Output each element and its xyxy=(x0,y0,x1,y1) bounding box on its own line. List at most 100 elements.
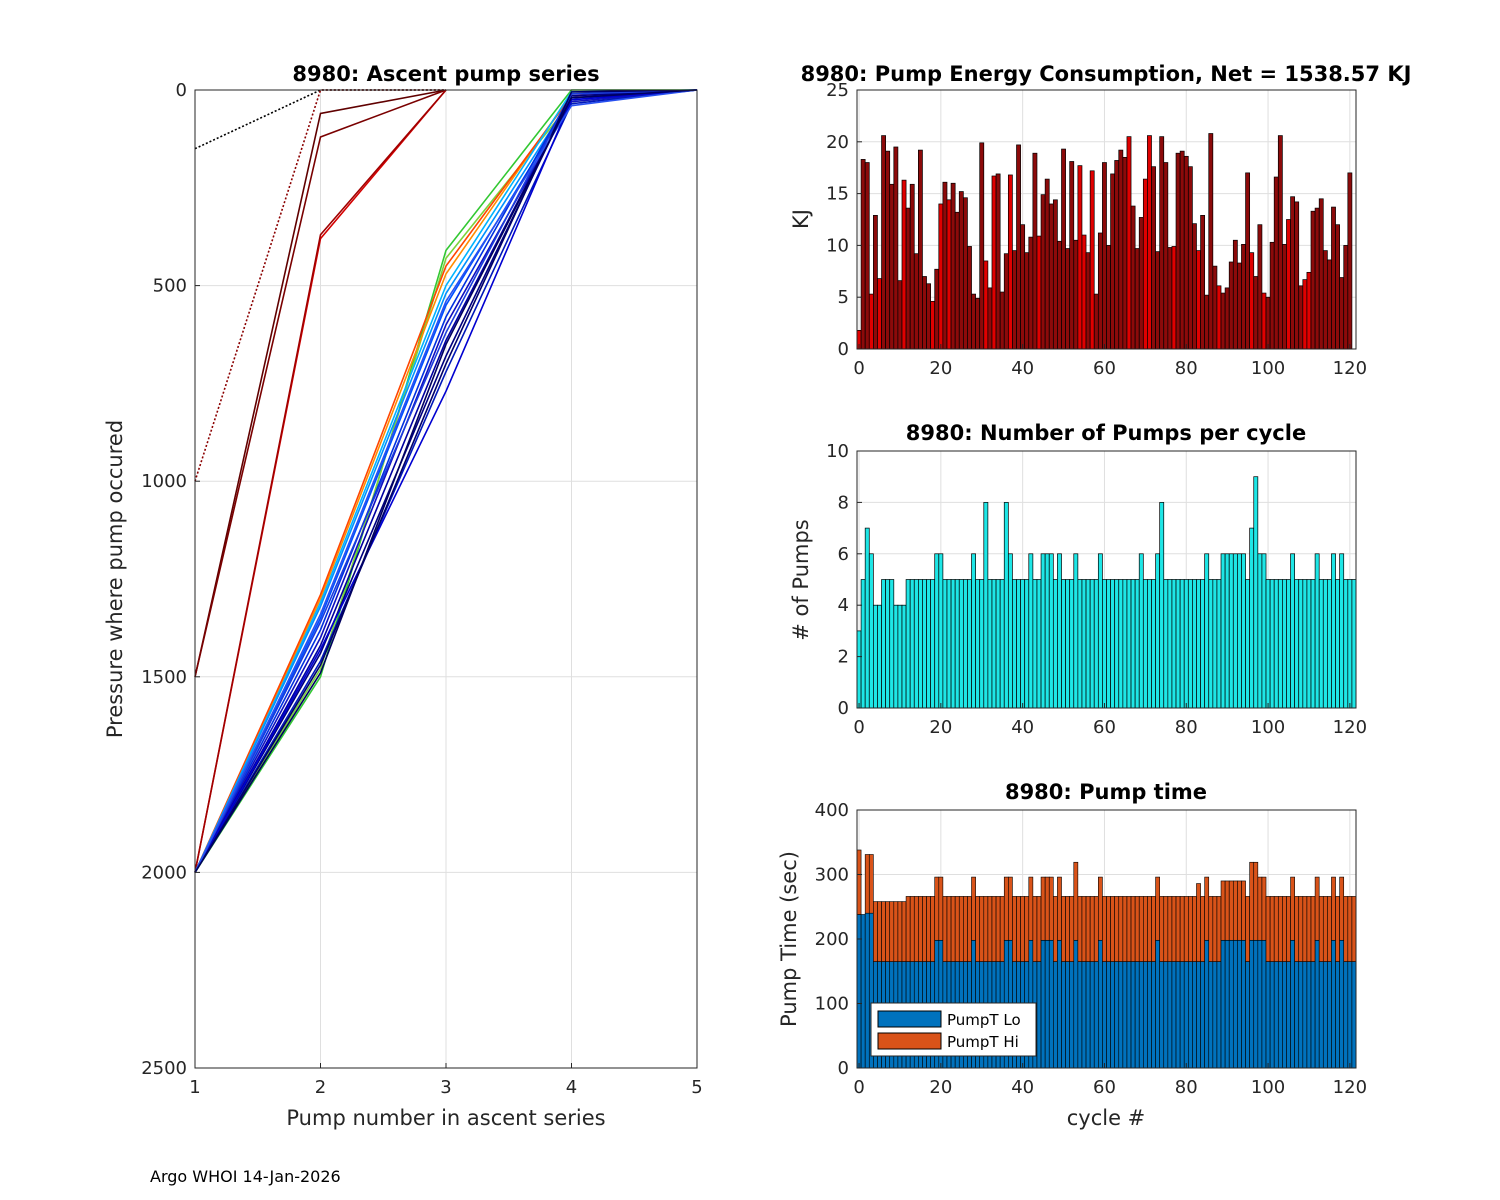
pumptime-bar-hi xyxy=(995,896,1001,962)
pumptime-bar-lo xyxy=(1351,961,1357,1069)
energy-bar xyxy=(864,162,870,350)
pumptime-bar-hi xyxy=(1306,896,1312,962)
pumps-bar xyxy=(1224,553,1230,709)
pumptime-bar-lo xyxy=(1053,961,1058,1069)
ascent-series-line xyxy=(194,89,698,873)
energy-bar xyxy=(889,183,895,350)
pumps-bar xyxy=(942,579,948,709)
pumps-bar xyxy=(1237,553,1242,709)
pumps-bar xyxy=(1179,579,1185,709)
pumps-ytick-label: 8 xyxy=(838,492,849,513)
energy-ytick-label: 20 xyxy=(826,132,849,153)
ascent-series-group xyxy=(194,89,698,873)
pumptime-bar-hi xyxy=(999,896,1005,962)
pumptime-bar-hi xyxy=(954,896,960,962)
pumptime-bar-lo xyxy=(1347,961,1353,1069)
pumps-bar xyxy=(1282,579,1287,709)
energy-bar xyxy=(930,300,936,350)
energy-axes: 0 20 40 60 80 100 120 0 5 10 15 20 25 8980: Pump Ene… xyxy=(789,62,1411,379)
pumptime-bar-hi xyxy=(926,896,931,962)
energy-bar xyxy=(962,197,968,350)
pumps-bar xyxy=(1012,579,1017,709)
pumptime-bar-lo xyxy=(1143,961,1148,1069)
pumptime-bar-hi xyxy=(1061,896,1066,962)
pumptime-bar-lo xyxy=(1220,939,1226,1069)
energy-bar xyxy=(1241,244,1246,350)
energy-bar xyxy=(991,175,997,350)
ascent-ylabel: Pressure where pump occured xyxy=(103,420,127,738)
pumptime-bar-hi xyxy=(1110,896,1115,962)
energy-bar xyxy=(1212,265,1218,350)
ascent-series-line xyxy=(194,89,698,873)
pumptime-bar-hi xyxy=(1020,896,1025,962)
energy-xtick-label: 60 xyxy=(1093,358,1116,379)
pumptime-bar-hi xyxy=(1106,896,1111,962)
energy-bar xyxy=(987,287,993,350)
pumps-bar xyxy=(1318,579,1324,709)
pumps-bar xyxy=(987,579,993,709)
pumptime-bar-lo xyxy=(1196,961,1201,1069)
pumptime-bar-hi xyxy=(1032,896,1038,962)
pumps-axes-box xyxy=(856,450,1357,709)
energy-bar xyxy=(1134,248,1140,350)
legend-label-lo: PumpT Lo xyxy=(947,1011,1021,1029)
energy-bar xyxy=(1318,198,1324,350)
pumptime-bar-hi xyxy=(1294,896,1300,962)
pumptime-bar-hi xyxy=(946,896,952,962)
pumptime-bar-hi xyxy=(1073,861,1079,941)
pumps-bar xyxy=(1290,553,1295,709)
pumps-bar xyxy=(1310,579,1316,709)
ascent-title: 8980: Ascent pump series xyxy=(292,62,599,86)
pumptime-bar-lo xyxy=(1290,939,1295,1069)
pumptime-bar-lo xyxy=(1155,939,1160,1069)
pumptime-bar-hi xyxy=(950,896,956,962)
energy-bar xyxy=(1232,239,1238,350)
pumptime-bar-hi xyxy=(1269,896,1275,962)
energy-bar xyxy=(1343,245,1349,350)
energy-bar xyxy=(1032,152,1038,350)
energy-bar xyxy=(905,207,911,350)
pumptime-bar-lo xyxy=(1306,961,1312,1069)
pumptime-bar-hi xyxy=(1093,896,1099,962)
pumptime-bar-hi xyxy=(1098,876,1103,941)
pumps-bar xyxy=(938,553,944,709)
pumps-bar xyxy=(1151,579,1156,709)
energy-ytick-label: 25 xyxy=(826,80,849,101)
pumptime-bar-lo xyxy=(1298,961,1304,1069)
pumptime-xtick-label: 40 xyxy=(1011,1077,1034,1098)
energy-bar xyxy=(1187,166,1193,350)
pumptime-bar-hi xyxy=(1183,896,1189,962)
energy-bar xyxy=(946,199,952,350)
pumptime-bar-hi xyxy=(1241,880,1246,941)
energy-bar xyxy=(1331,206,1336,350)
pumps-bar xyxy=(1294,579,1300,709)
pumps-bar xyxy=(1269,579,1275,709)
energy-bar xyxy=(1277,135,1283,350)
pumps-bar xyxy=(864,527,870,709)
pumps-bar xyxy=(901,604,907,709)
pumps-bar xyxy=(1306,579,1312,709)
pumptime-bar-hi xyxy=(1277,896,1283,962)
pumps-bar xyxy=(1036,579,1042,709)
pumps-ytick-label: 10 xyxy=(826,441,849,462)
pumptime-bar-hi xyxy=(1224,880,1230,941)
pumps-bar xyxy=(893,604,899,709)
energy-bar xyxy=(1167,247,1173,350)
energy-bar xyxy=(1028,236,1034,350)
energy-bar xyxy=(913,253,919,350)
pumps-bar xyxy=(1204,553,1210,709)
energy-bar xyxy=(958,191,964,350)
energy-axes-box xyxy=(856,89,1357,350)
pumptime-axes: 0 20 40 60 80 100 120 0 100 200 300 400 8980: Pump … xyxy=(777,780,1367,1130)
energy-bar xyxy=(950,182,956,350)
energy-bar xyxy=(909,183,915,350)
pumps-bar xyxy=(1343,579,1349,709)
energy-bar xyxy=(1142,178,1148,350)
pumptime-bar-lo xyxy=(1159,961,1165,1069)
pumptime-bar-hi xyxy=(1016,896,1021,962)
pumptime-bar-hi xyxy=(930,896,936,962)
ascent-series-line xyxy=(194,89,698,873)
pumps-bar xyxy=(979,579,985,709)
energy-bar xyxy=(1106,245,1111,350)
pumptime-xtick-label: 120 xyxy=(1333,1077,1367,1098)
